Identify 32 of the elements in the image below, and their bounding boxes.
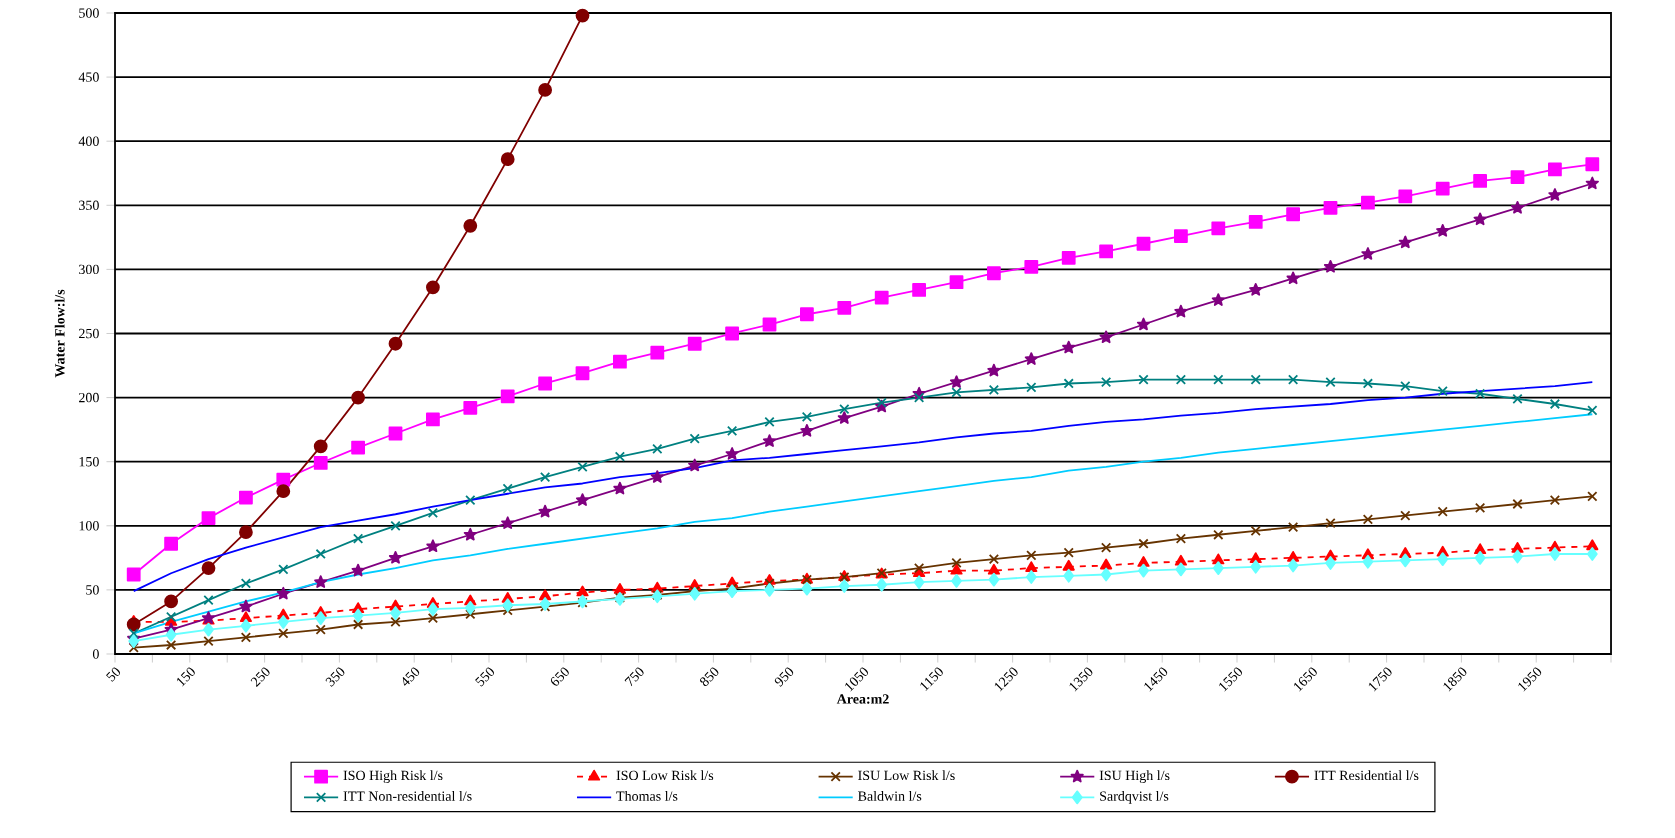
x-axis-title: Area:m2 [836, 694, 889, 704]
legend-label: ISO Low Risk l/s [616, 770, 714, 781]
x-tick-label: 250 [250, 667, 270, 687]
legend-label: ISU High l/s [1099, 770, 1170, 783]
y-tick-label: 0 [92, 649, 99, 659]
y-tick-label: 350 [79, 200, 99, 210]
y-axis-title: Water Flow:l/s [54, 289, 65, 378]
legend-label: ITT Residential l/s [1314, 770, 1419, 781]
x-tick-label: 550 [475, 667, 495, 687]
y-tick-label: 100 [79, 521, 99, 531]
x-tick-label: 850 [700, 667, 719, 687]
y-tick-label: 150 [79, 456, 99, 467]
y-tick-label: 400 [78, 136, 99, 146]
legend-label: ITT Non-residential l/s [343, 791, 472, 801]
x-tick-label: 750 [624, 667, 644, 687]
y-tick-label: 250 [79, 328, 99, 339]
x-tick-label: 950 [774, 667, 794, 687]
legend-label: Baldwin l/s [858, 791, 922, 801]
legend-label: Sardqvist l/s [1100, 791, 1169, 804]
x-tick-label: 50 [106, 667, 121, 682]
y-tick-label: 450 [78, 72, 99, 82]
x-tick-label: 650 [550, 667, 569, 686]
x-tick-label: 450 [402, 667, 420, 686]
legend-label: Thomas l/s [616, 791, 678, 801]
x-tick-label: 350 [325, 667, 345, 687]
legend-label: ISO High Risk l/s [343, 770, 443, 783]
y-tick-label: 200 [79, 392, 99, 403]
y-tick-label: 50 [86, 585, 99, 595]
legend-label: ISU Low Risk l/s [858, 770, 955, 781]
x-tick-label: 150 [176, 667, 195, 687]
y-tick-label: 500 [79, 8, 99, 18]
y-tick-label: 300 [79, 264, 99, 275]
